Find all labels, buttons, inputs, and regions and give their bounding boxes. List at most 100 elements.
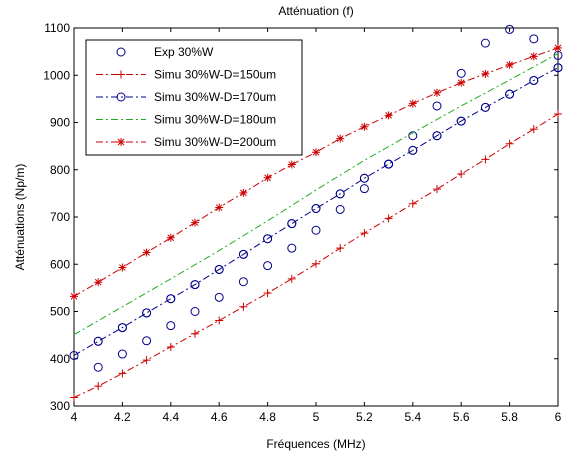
x-tick-label: 5.4 — [404, 410, 421, 424]
data-point — [142, 356, 151, 365]
chart-title: Atténuation (f) — [278, 4, 353, 18]
series-5 — [70, 43, 562, 301]
axis-ticks: 4 4.2 4.4 4.6 4.8 5 5.2 5.4 5.6 5.8 6 300 400 500 600 7… — [43, 21, 561, 424]
y-tick-label: 900 — [50, 116, 70, 130]
data-point — [480, 102, 490, 112]
data-point — [263, 261, 273, 271]
data-point — [384, 159, 394, 169]
x-tick-label: 5.2 — [356, 410, 373, 424]
y-tick-label: 1000 — [43, 68, 70, 82]
y-tick-label: 1100 — [44, 21, 70, 35]
data-point — [190, 280, 200, 290]
legend-label: Simu 30%W-D=200um — [154, 135, 276, 149]
data-point — [384, 111, 393, 120]
data-point — [480, 38, 490, 48]
data-point — [311, 225, 321, 235]
data-point — [336, 134, 345, 143]
data-point — [166, 321, 176, 331]
legend-entry: Exp 30%W — [116, 45, 214, 59]
data-point — [191, 218, 199, 227]
series-line — [73, 67, 559, 356]
data-point — [70, 393, 78, 402]
data-point — [554, 109, 562, 118]
legend-label: Simu 30%W-D=150um — [154, 68, 276, 82]
data-point — [432, 101, 442, 111]
data-point — [263, 234, 273, 244]
data-point — [433, 185, 441, 194]
data-point — [239, 188, 248, 197]
data-point — [359, 173, 369, 183]
data-point — [408, 99, 417, 108]
data-point — [166, 233, 175, 242]
data-point — [456, 116, 466, 126]
legend-entry: Simu 30%W-D=200um — [96, 135, 276, 149]
data-point — [93, 336, 103, 346]
data-point — [456, 68, 466, 78]
data-point — [505, 60, 514, 69]
x-tick-label: 5 — [313, 410, 320, 424]
data-point — [359, 184, 369, 194]
data-point — [287, 219, 297, 229]
data-point — [312, 148, 320, 157]
legend-marker — [117, 138, 125, 146]
data-point — [94, 382, 103, 391]
x-tick-label: 4.6 — [211, 410, 228, 424]
legend-marker — [116, 47, 126, 57]
data-point — [432, 131, 442, 141]
y-tick-label: 300 — [50, 399, 70, 413]
data-point — [433, 88, 441, 97]
data-point — [481, 155, 490, 164]
data-point — [287, 160, 296, 169]
legend-marker — [117, 70, 125, 79]
data-point — [408, 145, 418, 155]
y-tick-label: 400 — [50, 352, 70, 366]
data-point — [529, 34, 539, 44]
data-point — [481, 69, 490, 78]
data-point — [93, 362, 103, 372]
data-point — [408, 199, 417, 208]
data-point — [94, 278, 103, 287]
data-point — [457, 170, 466, 179]
data-point — [142, 248, 151, 257]
x-tick-label: 4.8 — [259, 410, 276, 424]
data-point — [214, 292, 224, 302]
data-point — [214, 264, 224, 274]
data-point — [408, 131, 418, 141]
x-tick-label: 6 — [555, 410, 562, 424]
data-point — [335, 189, 345, 199]
legend-label: Simu 30%W-D=180um — [154, 113, 276, 127]
data-point — [142, 308, 152, 318]
data-point — [263, 289, 272, 298]
data-point — [117, 349, 127, 359]
data-point — [505, 139, 514, 148]
y-tick-label: 600 — [50, 257, 70, 271]
data-point — [457, 78, 466, 87]
data-point — [553, 63, 563, 73]
x-tick-label: 5.6 — [453, 410, 470, 424]
y-tick-label: 800 — [50, 163, 70, 177]
series-2 — [70, 109, 562, 402]
data-point — [191, 329, 199, 338]
data-point — [69, 350, 79, 360]
data-point — [311, 203, 321, 213]
series-layer — [69, 24, 563, 402]
data-point — [360, 122, 369, 131]
data-point — [335, 204, 345, 214]
legend-label: Simu 30%W-D=170um — [154, 90, 276, 104]
x-axis-label: Fréquences (MHz) — [266, 437, 365, 451]
data-point — [287, 243, 297, 253]
data-point — [287, 274, 296, 283]
data-point — [166, 294, 176, 304]
data-point — [529, 125, 538, 134]
legend: Exp 30%W Simu 30%W-D=150um Simu 30%W-D=170… — [85, 39, 303, 156]
series-3 — [69, 63, 563, 360]
data-point — [505, 89, 515, 99]
legend-entry: Simu 30%W-D=180um — [96, 113, 276, 127]
legend-marker — [116, 92, 126, 102]
series-line — [73, 53, 559, 336]
data-point — [239, 302, 248, 311]
data-point — [263, 173, 272, 182]
data-point — [190, 307, 200, 316]
series-4 — [73, 53, 559, 336]
y-tick-label: 700 — [50, 210, 70, 224]
